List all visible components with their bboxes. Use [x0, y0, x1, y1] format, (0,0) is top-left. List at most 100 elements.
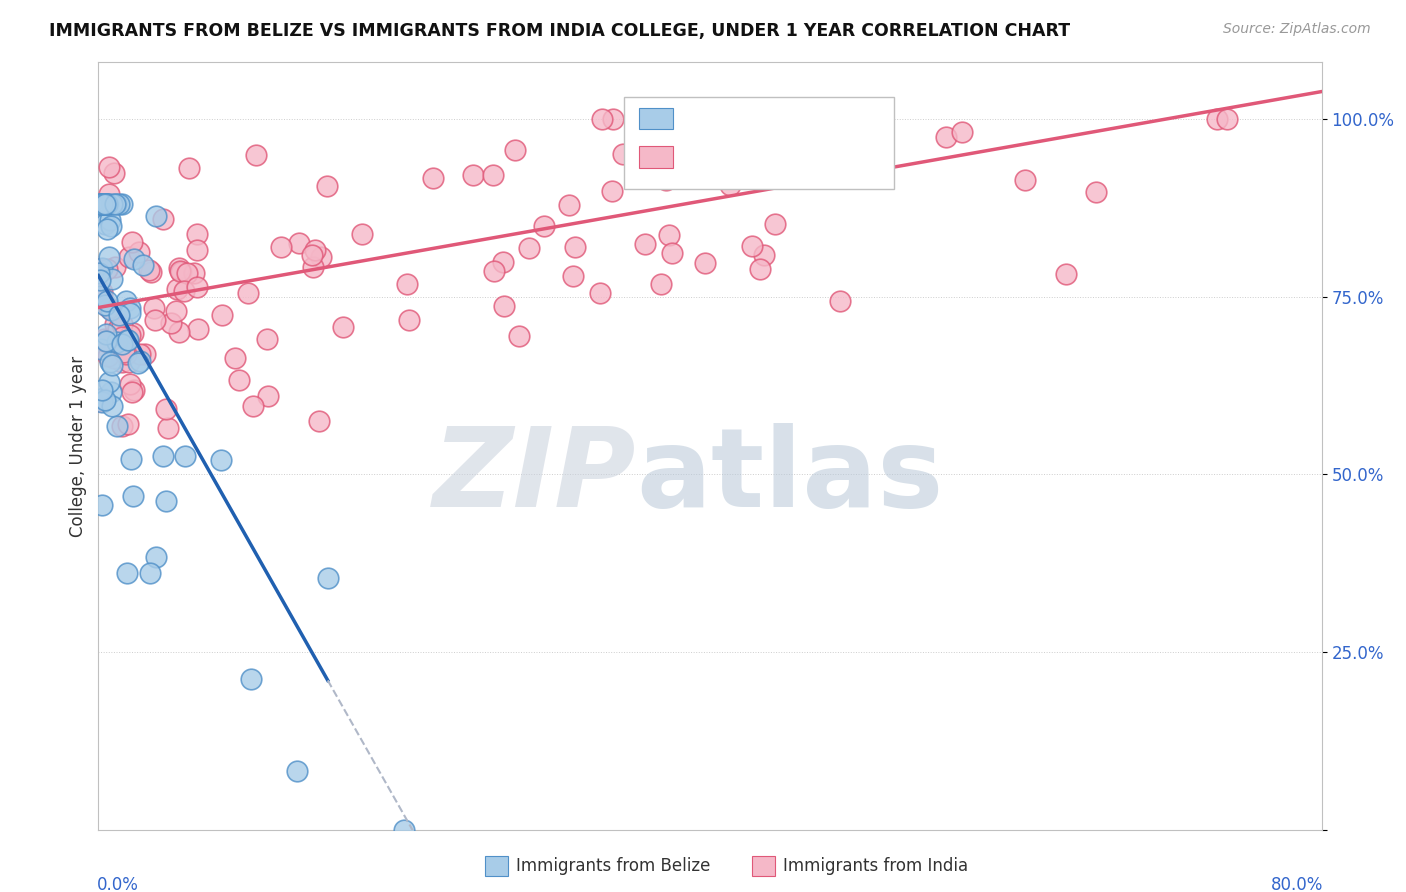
Point [118, 250, 141, 264]
Point [93, 334, 115, 348]
Point [398, 313, 420, 327]
Point [93, 217, 115, 231]
Point [1054, 267, 1077, 281]
Point [90, 260, 112, 275]
Point [104, 260, 127, 274]
Point [176, 267, 198, 281]
Point [257, 389, 280, 403]
Text: 80.0%: 80.0% [1271, 876, 1323, 892]
Point [90, 498, 112, 512]
Point [100, 219, 122, 233]
Point [89, 272, 111, 286]
Point [1085, 185, 1108, 199]
Point [950, 125, 973, 139]
Text: Immigrants from Belize: Immigrants from Belize [516, 857, 710, 875]
Point [117, 417, 139, 431]
Point [115, 333, 138, 347]
Point [152, 450, 174, 464]
Point [145, 210, 167, 224]
Point [90, 290, 112, 304]
Point [89, 342, 111, 356]
Point [105, 335, 128, 350]
Point [100, 336, 122, 351]
Point [111, 337, 134, 351]
Point [111, 317, 134, 331]
Point [145, 550, 167, 565]
Point [105, 419, 128, 434]
Point [482, 263, 505, 277]
Point [245, 148, 267, 162]
Point [97, 161, 120, 175]
Point [183, 266, 205, 280]
Point [122, 383, 145, 397]
Point [94, 297, 117, 311]
Point [350, 227, 373, 241]
Point [242, 399, 264, 413]
FancyBboxPatch shape [640, 146, 673, 168]
Point [115, 566, 138, 581]
Text: R =: R = [692, 110, 728, 128]
Point [301, 248, 323, 262]
Point [91, 395, 114, 409]
Point [118, 355, 141, 369]
Point [1215, 112, 1237, 127]
Point [118, 377, 141, 392]
Point [112, 344, 135, 359]
Text: 0.370: 0.370 [741, 148, 793, 166]
FancyBboxPatch shape [624, 97, 894, 189]
Point [100, 302, 122, 317]
Point [174, 449, 197, 463]
Point [841, 153, 863, 167]
Point [97, 349, 120, 363]
Point [309, 251, 332, 265]
Point [114, 347, 136, 361]
Point [97, 197, 120, 211]
Point [754, 248, 776, 262]
Point [155, 402, 177, 417]
Point [657, 227, 679, 242]
Point [98, 212, 121, 227]
Point [129, 346, 152, 360]
Point [118, 343, 141, 357]
Point [107, 197, 129, 211]
Point [111, 419, 134, 434]
Point [256, 332, 278, 346]
Point [90, 197, 112, 211]
Point [143, 301, 166, 315]
Point [316, 571, 339, 585]
Point [589, 285, 612, 300]
Text: Source: ZipAtlas.com: Source: ZipAtlas.com [1223, 22, 1371, 37]
Point [97, 376, 120, 390]
Point [128, 245, 150, 260]
Point [780, 140, 803, 154]
Point [564, 240, 586, 254]
Point [89, 393, 111, 408]
Point [110, 355, 132, 369]
Point [517, 241, 540, 255]
Point [482, 168, 505, 182]
Text: ZIP: ZIP [433, 423, 637, 530]
Point [693, 256, 716, 270]
Point [91, 197, 114, 211]
Point [89, 197, 111, 211]
Point [1206, 112, 1229, 127]
Point [96, 197, 118, 211]
Point [492, 255, 515, 269]
Point [186, 227, 208, 241]
Point [533, 219, 555, 233]
Point [422, 170, 444, 185]
Point [97, 301, 120, 316]
Point [89, 288, 111, 302]
Point [120, 305, 142, 319]
Text: N =: N = [806, 148, 842, 166]
Text: N =: N = [806, 110, 842, 128]
Point [103, 166, 125, 180]
Text: 0.0%: 0.0% [97, 876, 139, 892]
Point [156, 421, 179, 435]
Point [93, 332, 115, 346]
Point [661, 245, 683, 260]
Point [718, 178, 741, 193]
Point [96, 294, 118, 309]
Point [240, 672, 263, 686]
Point [638, 137, 661, 152]
